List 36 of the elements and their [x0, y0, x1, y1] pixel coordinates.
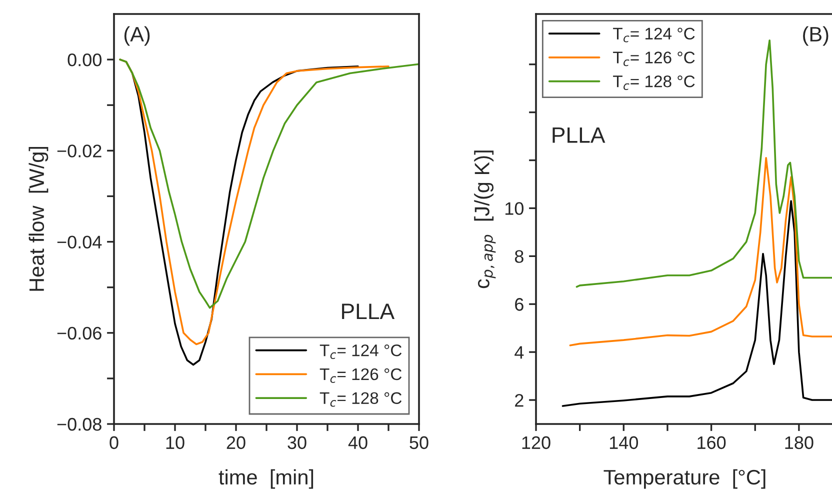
x-tick-label: 120	[522, 436, 550, 450]
x-axis-title: time [min]	[218, 469, 314, 489]
legend-label: T$_{c}$= 124 °C	[320, 344, 402, 360]
annotation: PLLA	[552, 127, 606, 143]
annotation: (A)	[124, 26, 150, 46]
y-axis-title: c$_{p,app}$ [J/(g K)]	[474, 150, 496, 288]
x-tick-label: 30	[288, 436, 306, 450]
x-tick-label: 0	[110, 436, 118, 450]
y-tick-label: −0.04	[57, 236, 102, 248]
x-tick-label: 180	[785, 436, 814, 450]
x-tick-label: 50	[410, 436, 428, 450]
x-tick-label: 20	[226, 436, 246, 450]
y-tick-label: 6	[515, 298, 524, 311]
line-series	[562, 200, 832, 407]
y-tick-label: 4	[514, 346, 524, 359]
annotation: PLLA	[342, 304, 395, 320]
x-tick-label: 10	[166, 436, 184, 450]
legend-label: T$_{c}$= 124 °C	[613, 28, 695, 42]
x-tick-label: 160	[698, 436, 726, 450]
legend-label: T$_{c}$= 126 °C	[613, 52, 695, 66]
y-tick-label: −0.08	[57, 418, 102, 431]
y-axis-title: Heat flow [W/g]	[28, 146, 48, 291]
x-axis-title: Temperature [°C]	[604, 469, 766, 489]
y-tick-label: −0.06	[57, 326, 102, 340]
line-series	[569, 156, 832, 346]
legend-label: T$_{c}$= 126 °C	[320, 368, 402, 383]
x-tick-label: 40	[348, 436, 368, 450]
legend-label: T$_{c}$= 128 °C	[613, 75, 695, 90]
y-tick-label: 10	[505, 202, 524, 215]
legend-label: T$_{c}$= 128 °C	[320, 392, 402, 407]
y-tick-label: −0.02	[57, 144, 102, 158]
x-tick-label: 140	[610, 436, 638, 450]
y-tick-label: 2	[515, 394, 524, 407]
y-tick-label: 0.00	[68, 53, 102, 66]
annotation: (B)	[803, 26, 828, 46]
y-tick-label: 8	[514, 250, 524, 263]
